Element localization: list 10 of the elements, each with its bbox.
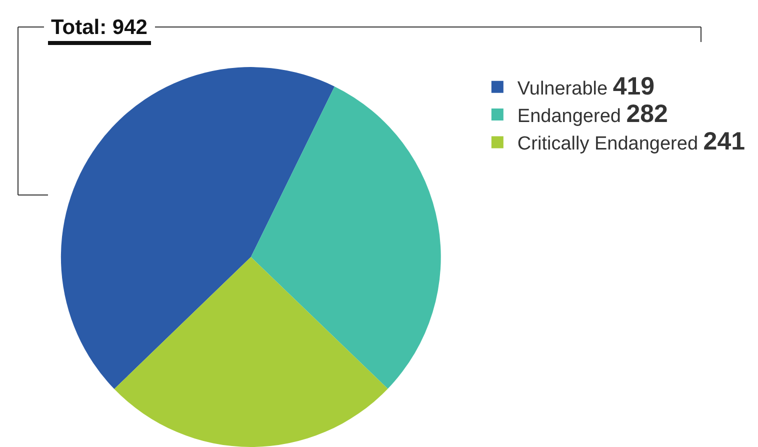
chart-title: Total: 942 <box>51 16 148 39</box>
data-label: 241 <box>703 128 746 156</box>
pie-slice <box>250 86 441 389</box>
legend-label: Critically Endangered <box>517 134 698 155</box>
pie-slice <box>60 67 335 389</box>
data-label: 282 <box>626 100 668 128</box>
legend-label: Vulnerable <box>517 78 608 100</box>
data-label: 419 <box>612 72 655 100</box>
legend-label: Endangered <box>517 106 621 127</box>
pie-slice <box>114 257 388 447</box>
